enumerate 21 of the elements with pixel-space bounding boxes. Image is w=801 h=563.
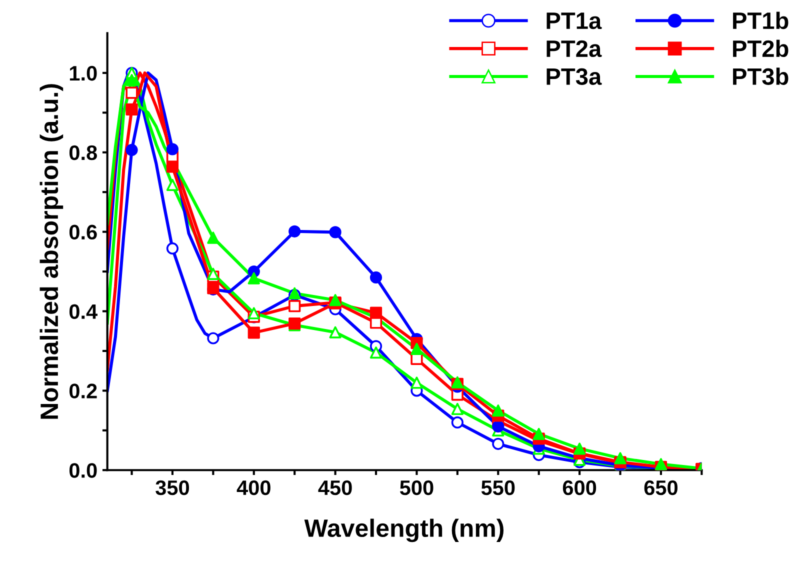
x-tick-label: 550 <box>481 480 515 496</box>
y-tick-label: 0.6 <box>69 224 97 240</box>
x-tick-label: 350 <box>156 480 189 496</box>
y-tick-label: 0.8 <box>69 145 97 160</box>
x-tick-label: 650 <box>644 480 678 496</box>
x-axis-title: Wavelength (nm) <box>304 518 504 542</box>
x-tick-label: 400 <box>236 480 270 496</box>
y-tick-label: 0.4 <box>69 304 98 319</box>
legend-label: PT1a <box>546 12 602 30</box>
legend-label: PT1b <box>733 12 788 30</box>
x-tick-label: 600 <box>562 480 596 496</box>
legend-label: PT3b <box>733 68 788 86</box>
legend-label: PT2b <box>733 40 788 58</box>
y-tick-label: 1.0 <box>70 66 97 81</box>
x-tick-label: 500 <box>400 480 434 496</box>
y-tick-label: 0.0 <box>69 463 97 478</box>
legend-label: PT3a <box>546 68 602 86</box>
x-tick-label: 450 <box>318 480 352 496</box>
y-tick-label: 0.2 <box>69 384 97 398</box>
legend-label: PT2a <box>546 40 602 58</box>
y-axis-title: Normalized absorption (a.u.) <box>40 84 64 419</box>
